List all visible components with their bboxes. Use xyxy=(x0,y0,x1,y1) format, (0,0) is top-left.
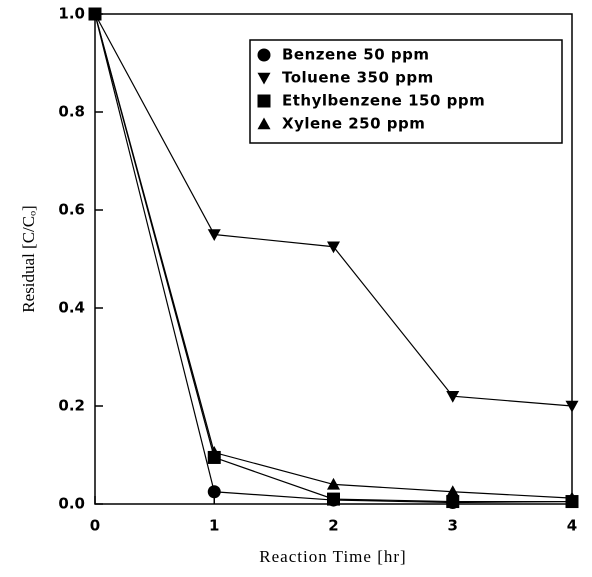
x-tick-label: 4 xyxy=(567,517,577,535)
data-point xyxy=(565,400,579,413)
x-tick-label: 1 xyxy=(209,517,219,535)
x-tick-label: 3 xyxy=(448,517,458,535)
x-tick-label: 2 xyxy=(328,517,338,535)
y-axis-label: Residual [C/Cₒ] xyxy=(19,205,38,312)
data-point xyxy=(327,492,340,506)
data-point xyxy=(327,241,340,254)
data-point xyxy=(565,491,579,504)
y-tick-label: 0.2 xyxy=(58,397,85,415)
data-point xyxy=(207,485,221,499)
legend-box xyxy=(249,39,563,144)
y-tick-label: 0.0 xyxy=(58,495,85,513)
x-tick-label: 0 xyxy=(90,517,100,535)
legend-label: Toluene 350 ppm xyxy=(282,69,434,87)
y-tick-label: 0.6 xyxy=(58,201,85,219)
y-tick-label: 0.8 xyxy=(58,103,85,121)
legend-label: Ethylbenzene 150 ppm xyxy=(282,92,485,110)
legend-marker xyxy=(257,48,271,62)
data-point xyxy=(207,229,221,241)
data-point xyxy=(446,495,460,509)
data-point xyxy=(446,485,460,497)
data-point xyxy=(446,391,460,403)
data-point xyxy=(207,446,221,458)
data-point xyxy=(327,477,340,490)
legend-marker xyxy=(257,117,271,130)
legend-label: Benzene 50 ppm xyxy=(282,46,429,64)
legend-label: Xylene 250 ppm xyxy=(282,115,425,133)
data-point xyxy=(88,7,102,20)
x-axis-label: Reaction Time [hr] xyxy=(259,547,406,566)
y-tick-label: 0.4 xyxy=(58,299,85,317)
y-tick-label: 1.0 xyxy=(58,5,85,23)
legend-marker xyxy=(257,72,271,85)
legend-marker xyxy=(257,94,271,108)
